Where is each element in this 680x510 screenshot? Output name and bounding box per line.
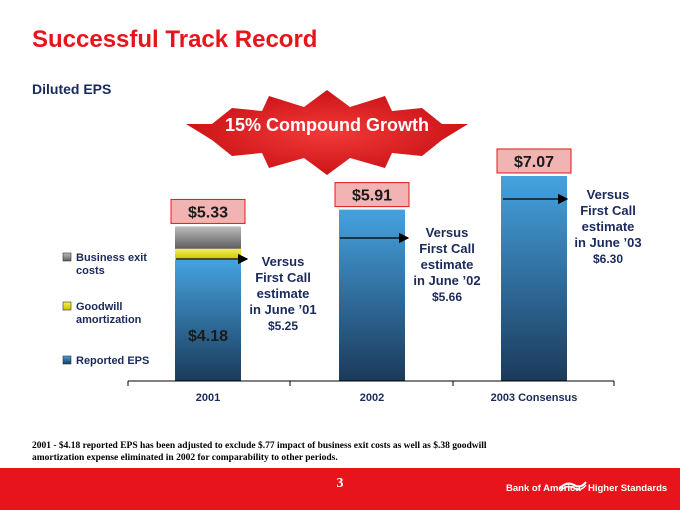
total-label-box-0 [170,198,246,224]
legend-swatch-1 [62,301,72,311]
total-label-box-1 [334,182,410,208]
flag-logo-icon [559,481,587,492]
page-title: Successful Track Record [32,26,318,53]
brand-name: Bank of America [506,483,581,494]
page-number: 3 [336,476,344,491]
estimate-label-2: Versus First Call estimate in June ’03 $6.30 [574,187,641,266]
total-label-box-2 [496,148,572,174]
category-label-2: 2003 Consensus [491,392,578,404]
category-label-1: 2002 [360,392,384,404]
growth-callout-label: 15% Compound Growth [225,115,429,135]
bar-goodwill-0 [175,248,241,260]
growth-starburst [186,90,468,175]
legend-label-1: Goodwill amortization [76,301,142,326]
estimate-label-0: Versus First Call estimate in June ’01 $5.25 [249,254,316,333]
bar-business-exit-0 [175,226,241,249]
footer-bar: 3 Bank of America Higher Standards [0,468,680,510]
legend-swatch-2 [62,355,72,365]
brand-tagline: Higher Standards [588,483,668,494]
eps-chart: 15% Compound Growth $5.33 2001 $5.91 2002 $7… [62,90,642,404]
bar-reported-eps-0 [175,259,241,381]
reported-eps-2001-label: $4.18 [188,328,228,345]
legend-label-2: Reported EPS [76,355,149,367]
legend-swatch-0 [62,252,72,262]
chart-subtitle: Diluted EPS [32,81,112,97]
total-label-1: $5.91 [352,188,392,205]
bar-reported-eps-1 [339,209,405,381]
footnote: 2001 - $4.18 reported EPS has been adjus… [32,441,487,463]
total-label-2: $7.07 [514,154,554,171]
estimate-label-1: Versus First Call estimate in June ’02 $5.66 [413,225,480,304]
category-label-0: 2001 [196,392,220,404]
legend-label-0: Business exit costs [76,252,147,277]
total-label-0: $5.33 [188,204,228,221]
bar-reported-eps-2 [501,175,567,381]
